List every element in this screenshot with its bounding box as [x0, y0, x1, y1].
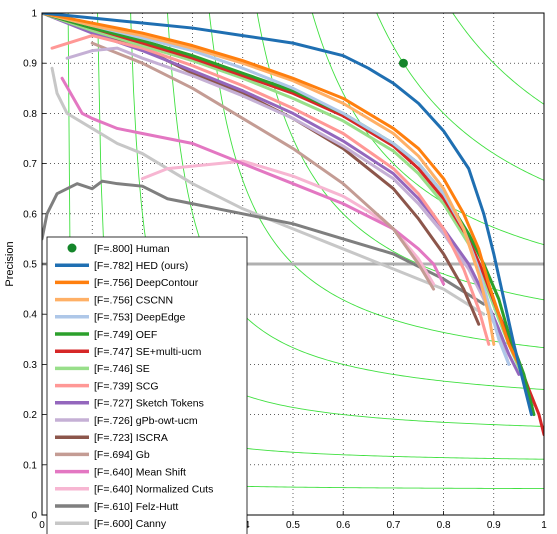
x-tick-label: 0	[39, 520, 45, 531]
y-tick-label: 0.6	[23, 209, 37, 220]
y-tick-label: 0.3	[23, 360, 37, 371]
x-tick-label: 0.9	[487, 520, 501, 531]
y-tick-label: 0.1	[23, 460, 37, 471]
legend-entry-label: [F=.640] Normalized Cuts	[94, 484, 213, 496]
legend-entry-label: [F=.800] Human	[94, 243, 170, 255]
series-line-hed-ours	[42, 13, 533, 417]
legend-entry-label: [F=.747] SE+multi-ucm	[94, 346, 202, 358]
legend-entry-label: [F=.726] gPb-owt-ucm	[94, 415, 198, 427]
human-point	[398, 58, 408, 68]
x-tick-label: 0.5	[286, 520, 300, 531]
legend-entry-label: [F=.756] DeepContour	[94, 277, 199, 289]
y-tick-label: 0	[31, 511, 37, 522]
human-layer	[398, 58, 408, 68]
y-tick-label: 0.9	[23, 59, 37, 70]
series-line-deepedge	[42, 13, 511, 366]
y-tick-label: 0.4	[23, 310, 37, 321]
series-line-canny	[50, 66, 486, 316]
legend-marker	[67, 243, 77, 253]
legend-entry-label: [F=.727] Sketch Tokens	[94, 398, 204, 410]
iso-f-curve	[311, 13, 544, 246]
series-layer	[42, 13, 544, 437]
series-line-mean-shift	[60, 76, 446, 286]
legend-entry-label: [F=.640] Mean Shift	[94, 466, 186, 478]
y-tick-label: 0.5	[23, 260, 37, 271]
x-tick-label: 0.8	[437, 520, 451, 531]
legend-entry-label: [F=.739] SCG	[94, 380, 159, 392]
series-line-felz-hutt	[42, 179, 486, 306]
series-line-gpb-owt-ucm	[65, 46, 511, 366]
legend-entry-label: [F=.610] Felz-Hutt	[94, 501, 178, 513]
legend-entry-label: [F=.600] Canny	[94, 518, 167, 530]
legend: [F=.800] Human [F=.782] HED (ours) [F=.756…	[46, 236, 248, 534]
legend-entry-label: [F=.782] HED (ours)	[94, 260, 188, 272]
legend-entry-label: [F=.756] CSCNN	[94, 294, 173, 306]
iso-f-curve	[452, 13, 544, 105]
y-tick-label: 1	[31, 9, 37, 20]
series-line-cscnn	[42, 13, 496, 346]
iso-f-curve	[208, 13, 544, 349]
legend-entry-label: [F=.749] OEF	[94, 329, 157, 341]
x-tick-label: 1	[541, 520, 547, 531]
y-tick-label: 0.8	[23, 109, 37, 120]
series-line-scg	[50, 34, 491, 346]
x-tick-label: 0.6	[336, 520, 350, 531]
legend-entry-label: [F=.746] SE	[94, 363, 150, 375]
legend-entry-label: [F=.694] Gb	[94, 449, 150, 461]
y-axis-title: Precision	[4, 241, 16, 286]
y-tick-label: 0.2	[23, 410, 37, 421]
legend-entry-label: [F=.723] ISCRA	[94, 432, 168, 444]
legend-entry-label: [F=.753] DeepEdge	[94, 312, 186, 324]
series-line-gb	[90, 41, 436, 291]
series-line-deepcontour	[42, 13, 521, 366]
iso-f-curve	[376, 13, 544, 181]
x-tick-label: 0.7	[386, 520, 400, 531]
y-tick-label: 0.7	[23, 159, 37, 170]
